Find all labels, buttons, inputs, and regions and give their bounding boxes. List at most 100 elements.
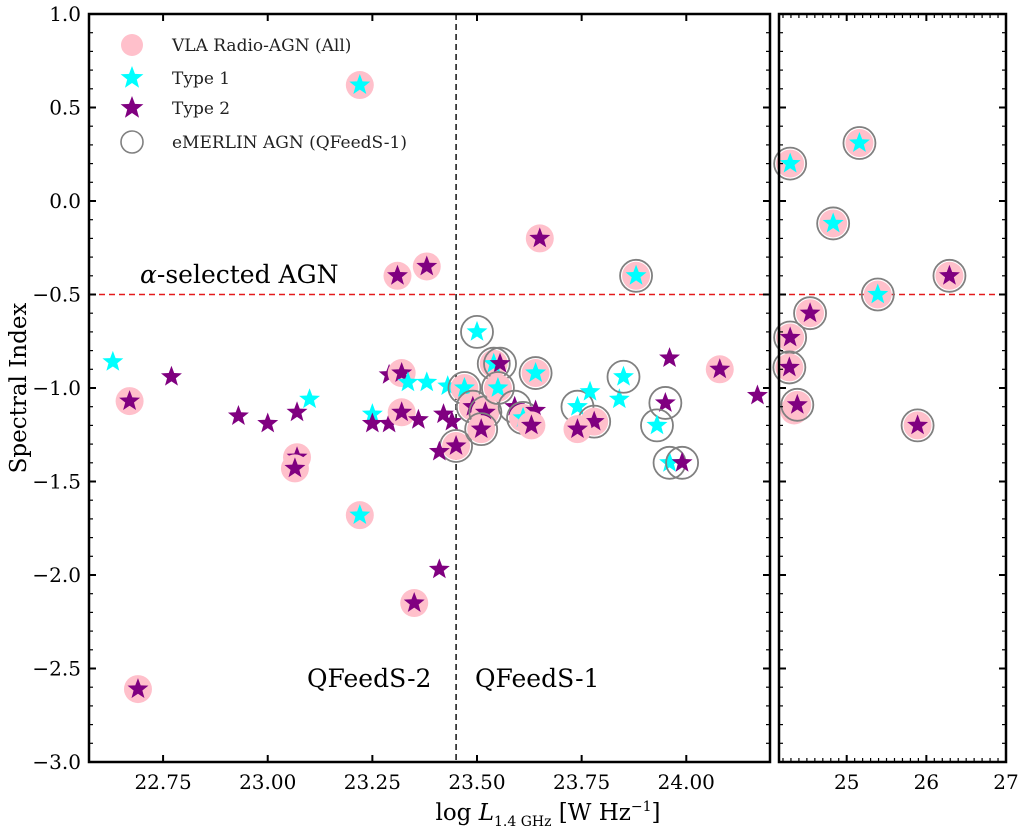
- y-tick-label: 1.0: [49, 2, 81, 26]
- type2-star-marker: [567, 418, 588, 439]
- emerlin-ring-marker: [773, 146, 808, 181]
- data-point: [464, 412, 499, 447]
- type2-star-marker: [470, 418, 492, 439]
- type2-star-marker: [654, 391, 676, 412]
- type2-star-marker: [428, 440, 450, 461]
- legend-type2-label: Type 2: [172, 99, 230, 119]
- data-point: [361, 412, 383, 433]
- emerlin-ring-marker: [860, 277, 895, 312]
- type1-star-marker: [625, 264, 647, 285]
- type2-star-marker: [671, 451, 693, 472]
- type1-star-marker: [848, 132, 870, 152]
- legend-type1-marker: [120, 66, 144, 88]
- x-tick-label: 23.25: [344, 770, 401, 794]
- type1-star-marker: [525, 362, 547, 382]
- type2-star-marker: [127, 678, 149, 698]
- data-point: [397, 371, 419, 392]
- data-point: [345, 71, 374, 100]
- type2-star-marker: [445, 434, 467, 455]
- x-tick-label: 26: [914, 770, 939, 794]
- data-point: [563, 415, 592, 444]
- data-point: [518, 356, 553, 390]
- data-point: [746, 384, 768, 405]
- emerlin-ring-marker: [772, 350, 807, 385]
- type1-star-marker: [646, 414, 668, 435]
- data-point: [525, 399, 547, 420]
- emerlin-ring-marker: [648, 386, 683, 420]
- type2-star-marker: [529, 227, 551, 248]
- right-panel: 25 26 27: [772, 12, 1019, 794]
- y-tick-label: −3.0: [32, 750, 81, 774]
- legend-type2-star-icon: [120, 96, 144, 118]
- type2-star-marker: [786, 393, 808, 414]
- data-point: [286, 401, 308, 422]
- emerlin-ring-marker: [842, 126, 877, 160]
- emerlin-ring-marker: [780, 387, 815, 422]
- data-point: [773, 146, 808, 181]
- y-tick-label: 0.5: [49, 96, 81, 120]
- right-panel-frame: [777, 12, 1008, 764]
- data-point: [900, 408, 935, 443]
- data-point: [842, 126, 877, 160]
- y-tick-label: −1.0: [32, 376, 81, 400]
- data-point: [437, 375, 459, 396]
- type2-star-marker: [525, 399, 547, 420]
- x-tick-label: 27: [993, 770, 1018, 794]
- data-point: [780, 387, 815, 422]
- type1-star-marker: [437, 375, 459, 396]
- type2-star-marker: [227, 405, 249, 425]
- x-axis-title: log L1.4 GHz [W Hz−1]: [435, 799, 660, 830]
- data-point: [860, 277, 895, 312]
- legend-type2-marker: [120, 96, 144, 118]
- data-point: [659, 347, 681, 367]
- legend: VLA Radio-AGN (All) Type 1 Type 2 eMERLI…: [120, 34, 407, 154]
- qfeeds1-label: QFeedS-1: [475, 664, 599, 693]
- emerlin-ring-marker: [464, 412, 499, 447]
- type2-star-marker: [391, 362, 413, 382]
- type2-star-marker: [391, 401, 413, 422]
- data-point: [932, 258, 967, 293]
- x-tick-label: 23.50: [448, 770, 505, 794]
- type2-star-marker: [161, 365, 182, 386]
- type2-star-marker: [504, 395, 526, 416]
- y-tick-label: −0.5: [32, 283, 81, 307]
- type1-star-marker: [299, 388, 321, 409]
- emerlin-ring-marker: [665, 445, 700, 480]
- type1-star-marker: [867, 283, 889, 304]
- type1-star-marker: [822, 212, 844, 233]
- type1-star-marker: [397, 371, 419, 392]
- emerlin-ring-marker: [900, 408, 935, 443]
- legend-vla-label: VLA Radio-AGN (All): [171, 36, 351, 56]
- legend-type1-label: Type 1: [172, 69, 230, 89]
- data-point: [412, 252, 441, 281]
- type1-star-marker: [487, 377, 509, 397]
- data-point: [161, 365, 182, 386]
- type2-star-marker: [778, 356, 800, 377]
- data-point: [648, 386, 683, 420]
- data-point: [416, 371, 438, 392]
- data-point: [517, 411, 546, 440]
- x-tick-label: 22.75: [134, 770, 191, 794]
- data-point: [816, 206, 851, 241]
- type2-star-marker: [441, 410, 463, 431]
- data-point: [460, 314, 494, 349]
- left-panel: 22.75 23.00 23.25 23.50 23.75 24.00 1.0 0.5 0.0 −…: [32, 2, 772, 794]
- y-tick-label: −2.5: [32, 657, 81, 681]
- y-tick-label: 0.0: [49, 189, 81, 213]
- legend-emerlin-marker: [120, 130, 144, 154]
- emerlin-ring-marker: [518, 356, 553, 390]
- type1-star-marker: [608, 388, 630, 409]
- type2-star-marker: [746, 384, 768, 405]
- data-point: [102, 350, 124, 371]
- type2-star-marker: [257, 412, 279, 433]
- emerlin-ring-marker: [460, 314, 494, 349]
- type2-star-marker: [407, 408, 429, 429]
- type2-star-marker: [284, 457, 306, 478]
- emerlin-ring-marker: [606, 359, 641, 394]
- type2-star-marker: [403, 592, 425, 612]
- type2-star-marker: [387, 264, 408, 285]
- type1-star-marker: [349, 74, 371, 94]
- data-point: [378, 412, 400, 433]
- data-point: [407, 408, 429, 429]
